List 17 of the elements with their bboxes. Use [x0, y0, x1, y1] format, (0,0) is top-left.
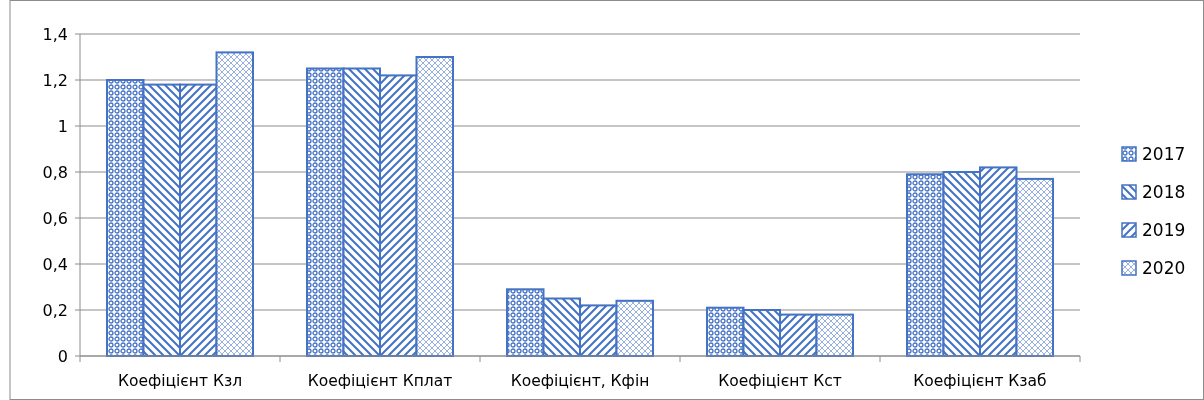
x-tick-label: Коефіцієнт Кст [718, 372, 842, 390]
y-tick-label: 0,8 [42, 162, 68, 182]
x-tick-label: Коефіцієнт, Кфін [510, 372, 650, 390]
y-tick-label: 0 [57, 346, 68, 366]
legend-label: 2020 [1142, 257, 1186, 278]
y-tick-label: 1,4 [42, 24, 68, 44]
y-tick-label: 0,2 [42, 300, 68, 320]
y-tick-label: 0,6 [42, 208, 68, 228]
legend-label: 2019 [1142, 219, 1186, 240]
legend-label: 2018 [1142, 181, 1186, 202]
x-tick-label: Коефіцієнт Кплат [307, 372, 453, 390]
legend-label: 2017 [1142, 143, 1186, 164]
x-tick-label: Коефіцієнт Кзл [117, 372, 243, 390]
y-tick-label: 0,4 [42, 254, 68, 274]
y-tick-label: 1,2 [42, 70, 68, 90]
x-tick-label: Коефіцієнт Кзаб [913, 372, 1047, 390]
y-tick-label: 1 [57, 116, 68, 136]
